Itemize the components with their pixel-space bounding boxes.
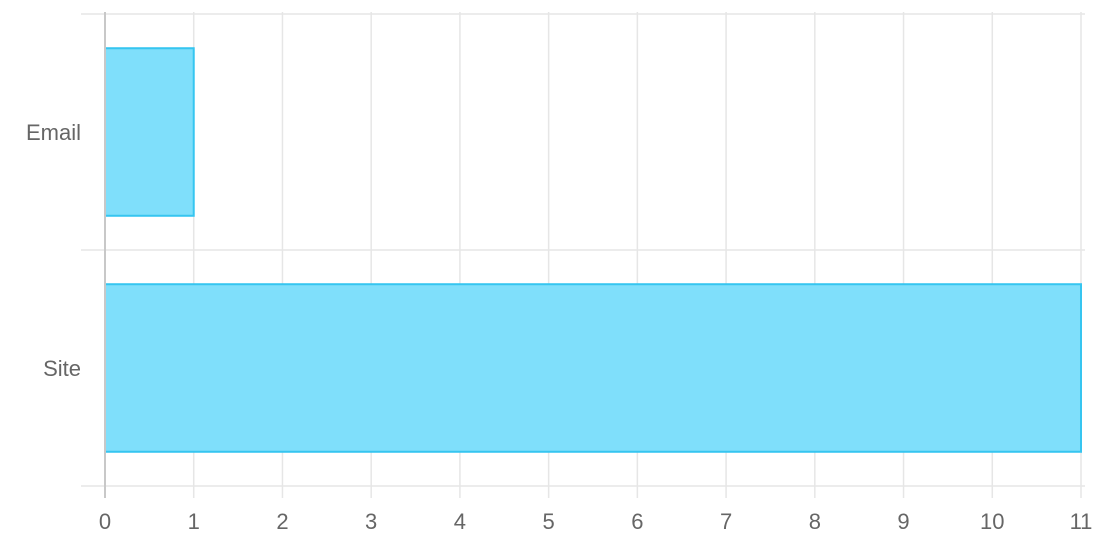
bar-site <box>104 283 1082 453</box>
x-tick-label: 10 <box>980 509 1004 534</box>
x-tick-label: 4 <box>454 509 466 534</box>
x-tick-label: 3 <box>365 509 377 534</box>
tick-labels: 0 1 2 3 4 5 6 7 8 9 10 11 Email Site <box>26 120 1092 534</box>
grid-lines <box>81 12 1085 498</box>
bars <box>104 47 1082 453</box>
x-tick-label: 1 <box>188 509 200 534</box>
x-tick-label: 0 <box>99 509 111 534</box>
x-tick-label: 5 <box>543 509 555 534</box>
x-tick-label: 11 <box>1070 509 1093 534</box>
x-tick-label: 8 <box>809 509 821 534</box>
x-tick-label: 9 <box>897 509 909 534</box>
x-tick-label: 2 <box>276 509 288 534</box>
y-tick-label-site: Site <box>43 356 81 381</box>
x-tick-label: 7 <box>720 509 732 534</box>
y-tick-label-email: Email <box>26 120 81 145</box>
bar-email <box>104 47 195 217</box>
x-tick-label: 6 <box>631 509 643 534</box>
